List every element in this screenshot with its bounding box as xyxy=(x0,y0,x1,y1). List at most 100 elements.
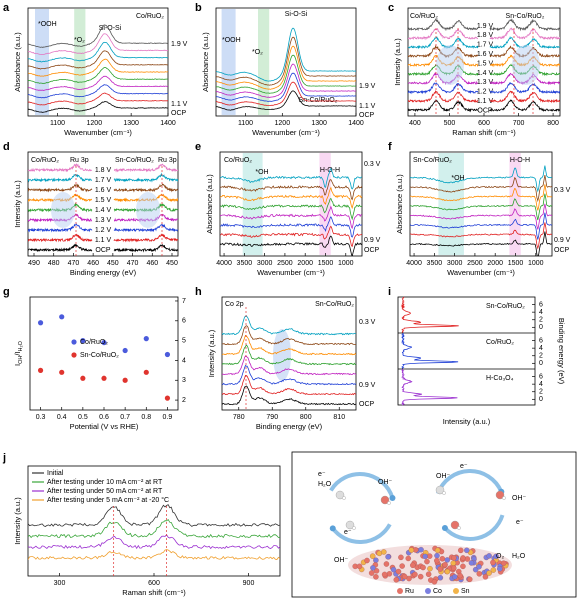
x-tick-label: 490 xyxy=(28,260,40,267)
spectrum-curve xyxy=(489,99,560,112)
atom xyxy=(381,571,388,578)
legend-marker xyxy=(71,352,77,358)
annotation: Co/RuO₂ xyxy=(136,13,164,20)
annotation: 1.5 V xyxy=(477,60,494,67)
molecule xyxy=(495,490,505,500)
spectrum-curve xyxy=(220,186,362,210)
plot-frame xyxy=(215,7,357,117)
annotation: Si-O-Si xyxy=(99,25,122,32)
molecule xyxy=(345,520,355,530)
schematic-label: e⁻ xyxy=(318,471,326,478)
data-point xyxy=(80,375,86,381)
x-tick-label: 3000 xyxy=(257,260,273,267)
y-axis-label: Absorbance (a.u.) xyxy=(13,32,22,92)
y-axis-label: Intensity (a.u.) xyxy=(207,329,216,377)
plot-frame xyxy=(397,296,536,406)
x-tick-label: 4000 xyxy=(216,260,232,267)
annotation: Sn-Co/RuO₂ xyxy=(315,301,354,308)
spectrum-curve xyxy=(410,193,552,221)
legend-label: After testing under 50 mA cm⁻² at RT xyxy=(47,488,163,495)
annotation: 1.6 V xyxy=(95,187,112,194)
x-tick-label: 1100 xyxy=(50,120,65,127)
spectrum-curve xyxy=(216,63,356,98)
atom xyxy=(381,549,387,555)
annotation: 0.9 V xyxy=(364,237,381,244)
annotation: OCP xyxy=(171,110,187,117)
x-tick-label: 790 xyxy=(266,414,278,421)
schematic-label: e⁻ xyxy=(516,519,524,526)
annotation: 0.9 V xyxy=(359,382,376,389)
x-tick-label: 3000 xyxy=(447,260,463,267)
data-point xyxy=(143,336,149,342)
schematic-label: OH⁻ xyxy=(334,557,349,564)
x-tick-label: 2500 xyxy=(467,260,483,267)
x-tick-label: 0.4 xyxy=(57,414,67,421)
annotation: 1.3 V xyxy=(95,217,112,224)
atom xyxy=(482,574,489,580)
x-tick-label: 1500 xyxy=(508,260,524,267)
annotation: 1.7 V xyxy=(95,177,112,184)
atom xyxy=(386,571,393,577)
annotation: 1.2 V xyxy=(477,89,494,96)
spectrum-curve xyxy=(113,163,178,173)
spectra xyxy=(28,504,280,560)
spectrum-curve xyxy=(220,197,362,221)
x-tick-label: 460 xyxy=(87,260,99,267)
spectra xyxy=(489,18,560,112)
spectrum-curve xyxy=(28,233,93,243)
atom xyxy=(369,553,376,559)
atom xyxy=(405,555,412,562)
annotation: Co 2p xyxy=(225,301,244,308)
spectrum-curve xyxy=(216,27,356,82)
atom xyxy=(437,574,444,581)
data-point xyxy=(37,367,44,373)
y-tick-label: 4 xyxy=(539,381,543,388)
annotation: 1.1 V xyxy=(359,103,376,110)
highlight-blob xyxy=(51,192,75,228)
spectrum-curve xyxy=(28,92,168,106)
x-axis-label: Binding energy (eV) xyxy=(256,422,323,431)
y-tick-label: 2 xyxy=(539,317,543,324)
x-tick-label: 2500 xyxy=(277,260,293,267)
legend-label: After testing under 10 mA cm⁻² at RT xyxy=(47,479,163,486)
y2-tick-label: 2 xyxy=(182,397,186,404)
panel-label: j xyxy=(2,452,6,464)
spectrum-curve xyxy=(222,385,356,406)
spectrum-curve xyxy=(216,36,356,86)
atom xyxy=(408,547,415,553)
spectra xyxy=(220,167,362,256)
x-axis-label: Wavenumber (cm⁻¹) xyxy=(447,268,515,277)
spectrum-curve xyxy=(408,71,479,85)
molecule xyxy=(435,485,445,495)
spectrum-curve xyxy=(220,216,362,238)
schematic-label: e⁻ xyxy=(344,529,352,536)
atom xyxy=(390,566,397,573)
cycle-arrow xyxy=(329,472,395,499)
annotation: OCP xyxy=(554,247,570,254)
annotation: 0.3 V xyxy=(364,161,381,168)
spectrum-curve xyxy=(28,243,93,253)
atom xyxy=(464,547,470,554)
annotation: OCP xyxy=(359,112,375,119)
panel-label: e xyxy=(195,141,201,153)
atom xyxy=(490,559,496,566)
annotation: 1.1 V xyxy=(171,101,188,108)
spectrum-curve xyxy=(28,173,92,183)
spectrum-curve xyxy=(408,98,479,113)
atom xyxy=(399,563,405,569)
atom xyxy=(439,555,446,562)
spectrum-curve xyxy=(410,231,552,256)
annotation: Si-O-Si xyxy=(285,11,308,18)
highlight-band xyxy=(509,153,521,255)
atom xyxy=(451,574,458,580)
spectrum-curve xyxy=(489,27,560,41)
atom xyxy=(437,566,444,572)
y-tick-label: 4 xyxy=(539,309,543,316)
spectrum-curve xyxy=(28,50,168,70)
x-tick-label: 800 xyxy=(547,120,559,127)
data-point xyxy=(59,314,65,320)
y-tick-label: 0 xyxy=(539,324,543,331)
atom xyxy=(431,579,438,585)
x-tick-label: 1500 xyxy=(318,260,334,267)
